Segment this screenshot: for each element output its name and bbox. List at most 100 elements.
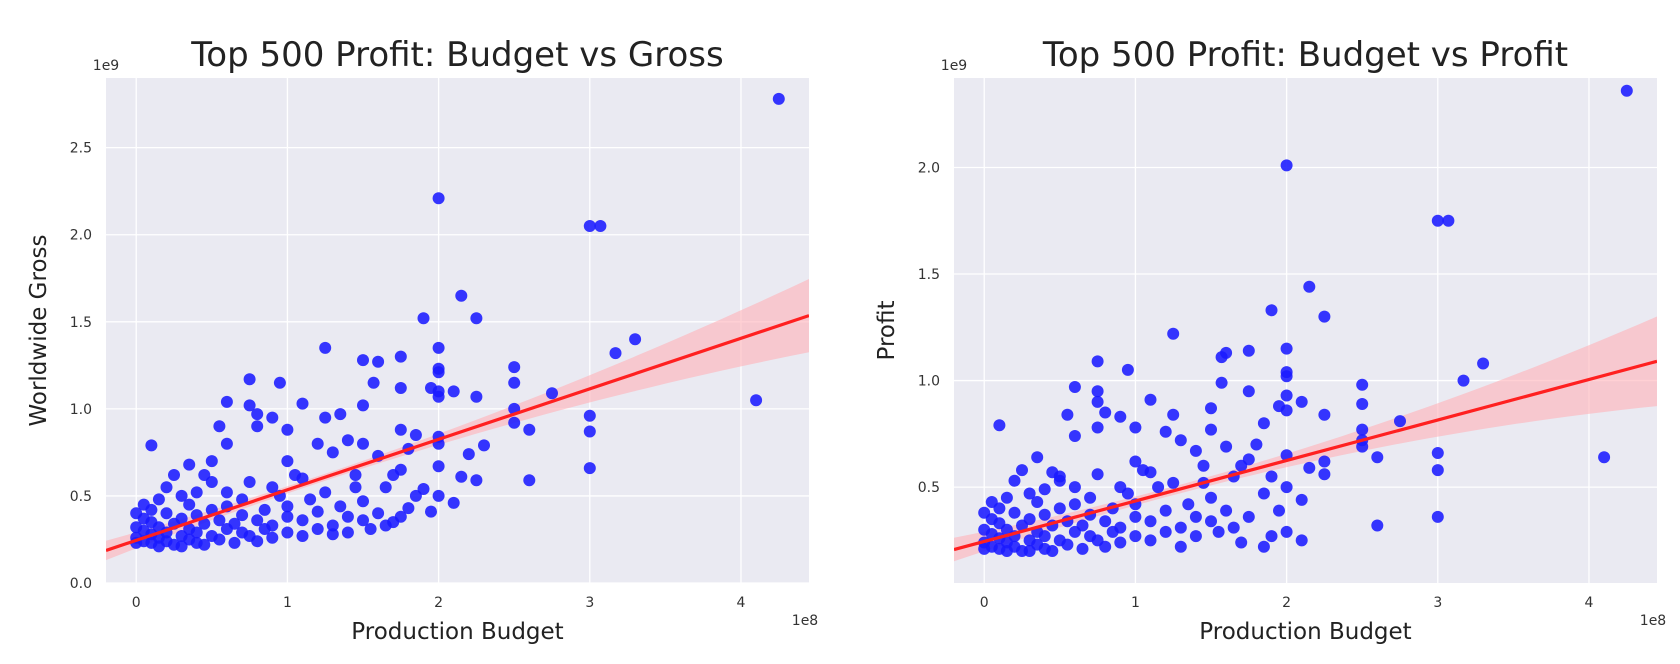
scatter-point (1205, 515, 1217, 528)
scatter-point (1031, 451, 1044, 464)
scatter-point (1068, 481, 1081, 494)
scatter-point (1205, 402, 1217, 415)
scatter-point (594, 220, 607, 232)
scatter-point (372, 355, 385, 368)
scatter-point (523, 474, 536, 487)
scatter-point (1620, 84, 1633, 97)
scatter-point (190, 486, 203, 499)
scatter-point (1280, 481, 1293, 494)
scatter-point (220, 523, 233, 535)
scatter-point (1280, 389, 1293, 402)
scatter-point (1031, 496, 1044, 508)
x-axis-label: Production Budget (1199, 619, 1411, 645)
y-tick-label: 1.0 (70, 402, 92, 418)
scatter-point (1159, 525, 1172, 538)
scatter-point (402, 502, 415, 515)
scatter-point (1205, 491, 1217, 504)
scatter-point (1106, 525, 1119, 538)
scatter-point (609, 347, 622, 360)
scatter-point (1061, 538, 1074, 551)
scatter-point (1008, 474, 1021, 487)
scatter-point (629, 333, 642, 346)
confidence-band (954, 316, 1657, 562)
scatter-point (470, 312, 483, 325)
chart-budget-vs-profit: 0 1 2 3 4 0.5 1.0 1.5 2.0 1e9 1e8 Top 500 Profit: B… (874, 35, 1666, 645)
scatter-point (1431, 464, 1444, 477)
scatter-point (1442, 214, 1455, 227)
confidence-band (106, 279, 809, 561)
scatter-point (1182, 498, 1195, 511)
scatter-point (1114, 410, 1127, 423)
scatter-point (152, 493, 165, 506)
scatter-point (357, 399, 369, 412)
scatter-point (349, 469, 362, 481)
y-tick-label: 2.5 (70, 141, 92, 157)
scatter-point (394, 350, 407, 363)
scatter-point (372, 507, 385, 520)
scatter-point (1091, 355, 1104, 368)
y-tick-label: 2.0 (918, 160, 940, 176)
x-tick-label: 3 (1433, 595, 1442, 611)
scatter-point (281, 510, 294, 523)
scatter-point (455, 470, 468, 483)
scatter-point (213, 533, 226, 546)
scatter-point (1257, 540, 1270, 553)
x-tick-label: 0 (980, 595, 989, 611)
scatter-point (425, 505, 437, 518)
x-tick-label: 0 (132, 595, 141, 611)
scatter-point (243, 476, 256, 488)
x-offset-label: 1e8 (792, 613, 818, 629)
scatter-point (1242, 344, 1255, 357)
scatter-point (281, 455, 294, 468)
scatter-point (1000, 491, 1013, 504)
scatter-point (1303, 280, 1316, 293)
scatter-point (1167, 476, 1180, 489)
scatter-point (583, 462, 596, 475)
scatter-point (1016, 519, 1028, 532)
scatter-point (1318, 455, 1331, 468)
scatter-point (508, 361, 521, 374)
scatter-point (478, 439, 490, 452)
scatter-point (175, 489, 188, 502)
scatter-point (417, 312, 430, 325)
scatter-point (1280, 525, 1293, 538)
scatter-point (198, 538, 211, 551)
scatter-point (1046, 545, 1059, 557)
scatter-point (1016, 464, 1028, 477)
scatter-point (228, 536, 241, 549)
scatter-point (1295, 534, 1308, 547)
y-tick-label: 0.0 (70, 576, 92, 592)
scatter-point (205, 455, 218, 468)
scatter-point (1121, 363, 1134, 376)
scatter-point (1174, 434, 1187, 447)
scatter-point (1295, 493, 1308, 506)
scatter-point (319, 486, 332, 499)
scatter-point (1129, 421, 1142, 434)
scatter-point (213, 420, 226, 433)
scatter-point (1000, 545, 1013, 557)
scatter-point (1091, 468, 1104, 481)
scatter-point (1099, 515, 1112, 528)
scatter-point (281, 526, 294, 539)
scatter-point (334, 500, 347, 513)
scatter-point (455, 289, 468, 302)
scatter-point (1280, 342, 1293, 355)
scatter-point (341, 434, 354, 447)
scatter-point (1280, 370, 1293, 383)
scatter-point (1159, 504, 1172, 517)
regression-line (106, 314, 809, 552)
scatter-point (432, 390, 445, 403)
scatter-point (379, 481, 392, 494)
scatter-point (1215, 376, 1228, 389)
scatter-point (394, 423, 407, 436)
scatter-point (1235, 536, 1248, 549)
scatter-point (417, 483, 430, 495)
scatter-point (220, 486, 233, 499)
scatter-point (432, 489, 445, 502)
scatter-point (1295, 395, 1308, 408)
scatter-point (993, 419, 1006, 432)
scatter-point (266, 411, 279, 424)
scatter-point (1068, 525, 1081, 538)
scatter-point (1371, 519, 1384, 532)
